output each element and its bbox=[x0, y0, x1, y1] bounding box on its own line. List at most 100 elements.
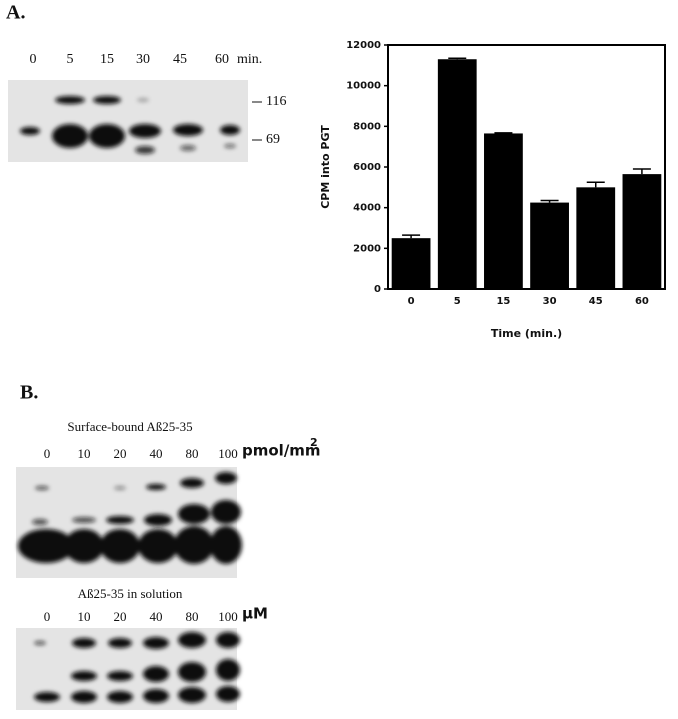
bar bbox=[530, 202, 569, 289]
blot-image bbox=[8, 80, 248, 162]
marker-label: 69 bbox=[266, 132, 280, 147]
blot-band bbox=[216, 659, 240, 681]
blot-band bbox=[143, 689, 169, 703]
blot-bands bbox=[34, 632, 240, 703]
lane-label: 20 bbox=[114, 609, 127, 624]
blot-band bbox=[52, 124, 88, 148]
y-tick-label: 2000 bbox=[353, 243, 381, 254]
blot-band bbox=[224, 144, 236, 148]
lane-label: 10 bbox=[78, 609, 91, 624]
blot-bands bbox=[18, 472, 242, 564]
lane-label: 5 bbox=[67, 52, 74, 67]
blot-band bbox=[35, 486, 49, 490]
marker-label: 116 bbox=[266, 94, 286, 109]
blot-band bbox=[220, 125, 240, 135]
blot-band bbox=[106, 516, 134, 524]
blot-band bbox=[34, 641, 46, 645]
error-bar bbox=[632, 168, 651, 175]
blot-band bbox=[216, 686, 240, 702]
lane-label: 60 bbox=[215, 52, 229, 67]
lane-label: 10 bbox=[78, 446, 91, 461]
x-axis-label: Time (min.) bbox=[491, 327, 562, 340]
lane-label: 80 bbox=[186, 609, 199, 624]
blot-band bbox=[72, 517, 96, 523]
blot-title: Aß25-35 in solution bbox=[78, 586, 183, 601]
x-tick-label: 60 bbox=[635, 296, 649, 307]
lane-label: 40 bbox=[150, 609, 163, 624]
x-tick-label: 5 bbox=[454, 296, 461, 307]
lane-unit: min. bbox=[237, 52, 262, 67]
blot-band bbox=[108, 638, 132, 648]
blot-image bbox=[16, 628, 240, 710]
y-tick-label: 0 bbox=[374, 284, 381, 295]
blot-band bbox=[178, 687, 206, 703]
lane-label: 100 bbox=[218, 446, 238, 461]
blot-band bbox=[144, 514, 172, 526]
y-tick-label: 10000 bbox=[346, 81, 381, 92]
lane-label: 0 bbox=[44, 446, 51, 461]
lane-label: 40 bbox=[150, 446, 163, 461]
y-axis-label: CPM into PGT bbox=[319, 125, 332, 209]
y-tick-label: 8000 bbox=[353, 121, 381, 132]
x-tick-label: 15 bbox=[496, 296, 510, 307]
lane-unit-superscript: 2 bbox=[310, 436, 318, 449]
blot-band bbox=[178, 632, 206, 648]
blot-band bbox=[178, 504, 210, 524]
lane-unit: pmol/mm bbox=[242, 442, 321, 460]
error-bar bbox=[586, 181, 605, 188]
lane-unit: μM bbox=[242, 605, 268, 623]
blot-band bbox=[71, 671, 97, 681]
bar bbox=[484, 133, 523, 289]
lane-label: 30 bbox=[136, 52, 150, 67]
y-tick-label: 4000 bbox=[353, 203, 381, 214]
blot-bands bbox=[20, 96, 240, 154]
blot-band bbox=[89, 124, 125, 148]
blot-band bbox=[146, 484, 166, 490]
blot-band bbox=[18, 529, 74, 563]
lane-label: 100 bbox=[218, 609, 238, 624]
blot-band bbox=[135, 146, 155, 154]
lane-label: 80 bbox=[186, 446, 199, 461]
x-tick-label: 0 bbox=[408, 296, 415, 307]
blot-band bbox=[71, 691, 97, 703]
blot-band bbox=[100, 529, 140, 563]
bar bbox=[391, 238, 431, 289]
plot-frame bbox=[387, 44, 666, 290]
y-tick-label: 12000 bbox=[346, 40, 381, 51]
blot-background bbox=[8, 80, 248, 162]
x-tick-label: 45 bbox=[589, 296, 603, 307]
lane-label: 20 bbox=[114, 446, 127, 461]
blot-band bbox=[93, 96, 121, 104]
blot-band bbox=[174, 526, 214, 564]
blot-band bbox=[72, 638, 96, 648]
bar bbox=[437, 59, 477, 289]
blot-band bbox=[114, 486, 126, 490]
blot-band bbox=[215, 472, 237, 484]
blot-band bbox=[138, 529, 178, 563]
bar bbox=[576, 187, 616, 289]
panel-label: A. bbox=[6, 2, 25, 24]
blot-title: Surface-bound Aß25-35 bbox=[67, 419, 192, 434]
error-bar bbox=[448, 57, 467, 60]
blot-band bbox=[178, 662, 206, 682]
blot-band bbox=[129, 124, 161, 138]
blot-band bbox=[137, 98, 149, 102]
bar bbox=[622, 174, 662, 289]
blot-band bbox=[107, 671, 133, 681]
error-bar bbox=[494, 132, 513, 134]
panel-label: B. bbox=[20, 382, 38, 404]
blot-image bbox=[16, 467, 242, 578]
blot-band bbox=[180, 478, 204, 488]
lane-label: 0 bbox=[30, 52, 37, 67]
error-bar bbox=[540, 199, 559, 203]
lane-label: 45 bbox=[173, 52, 187, 67]
blot-band bbox=[143, 637, 169, 649]
blot-band bbox=[180, 145, 196, 151]
blot-band bbox=[210, 526, 242, 564]
blot-band bbox=[143, 666, 169, 682]
x-tick-label: 30 bbox=[543, 296, 557, 307]
lane-label: 0 bbox=[44, 609, 51, 624]
blot-band bbox=[34, 692, 60, 702]
blot-band bbox=[55, 96, 85, 104]
